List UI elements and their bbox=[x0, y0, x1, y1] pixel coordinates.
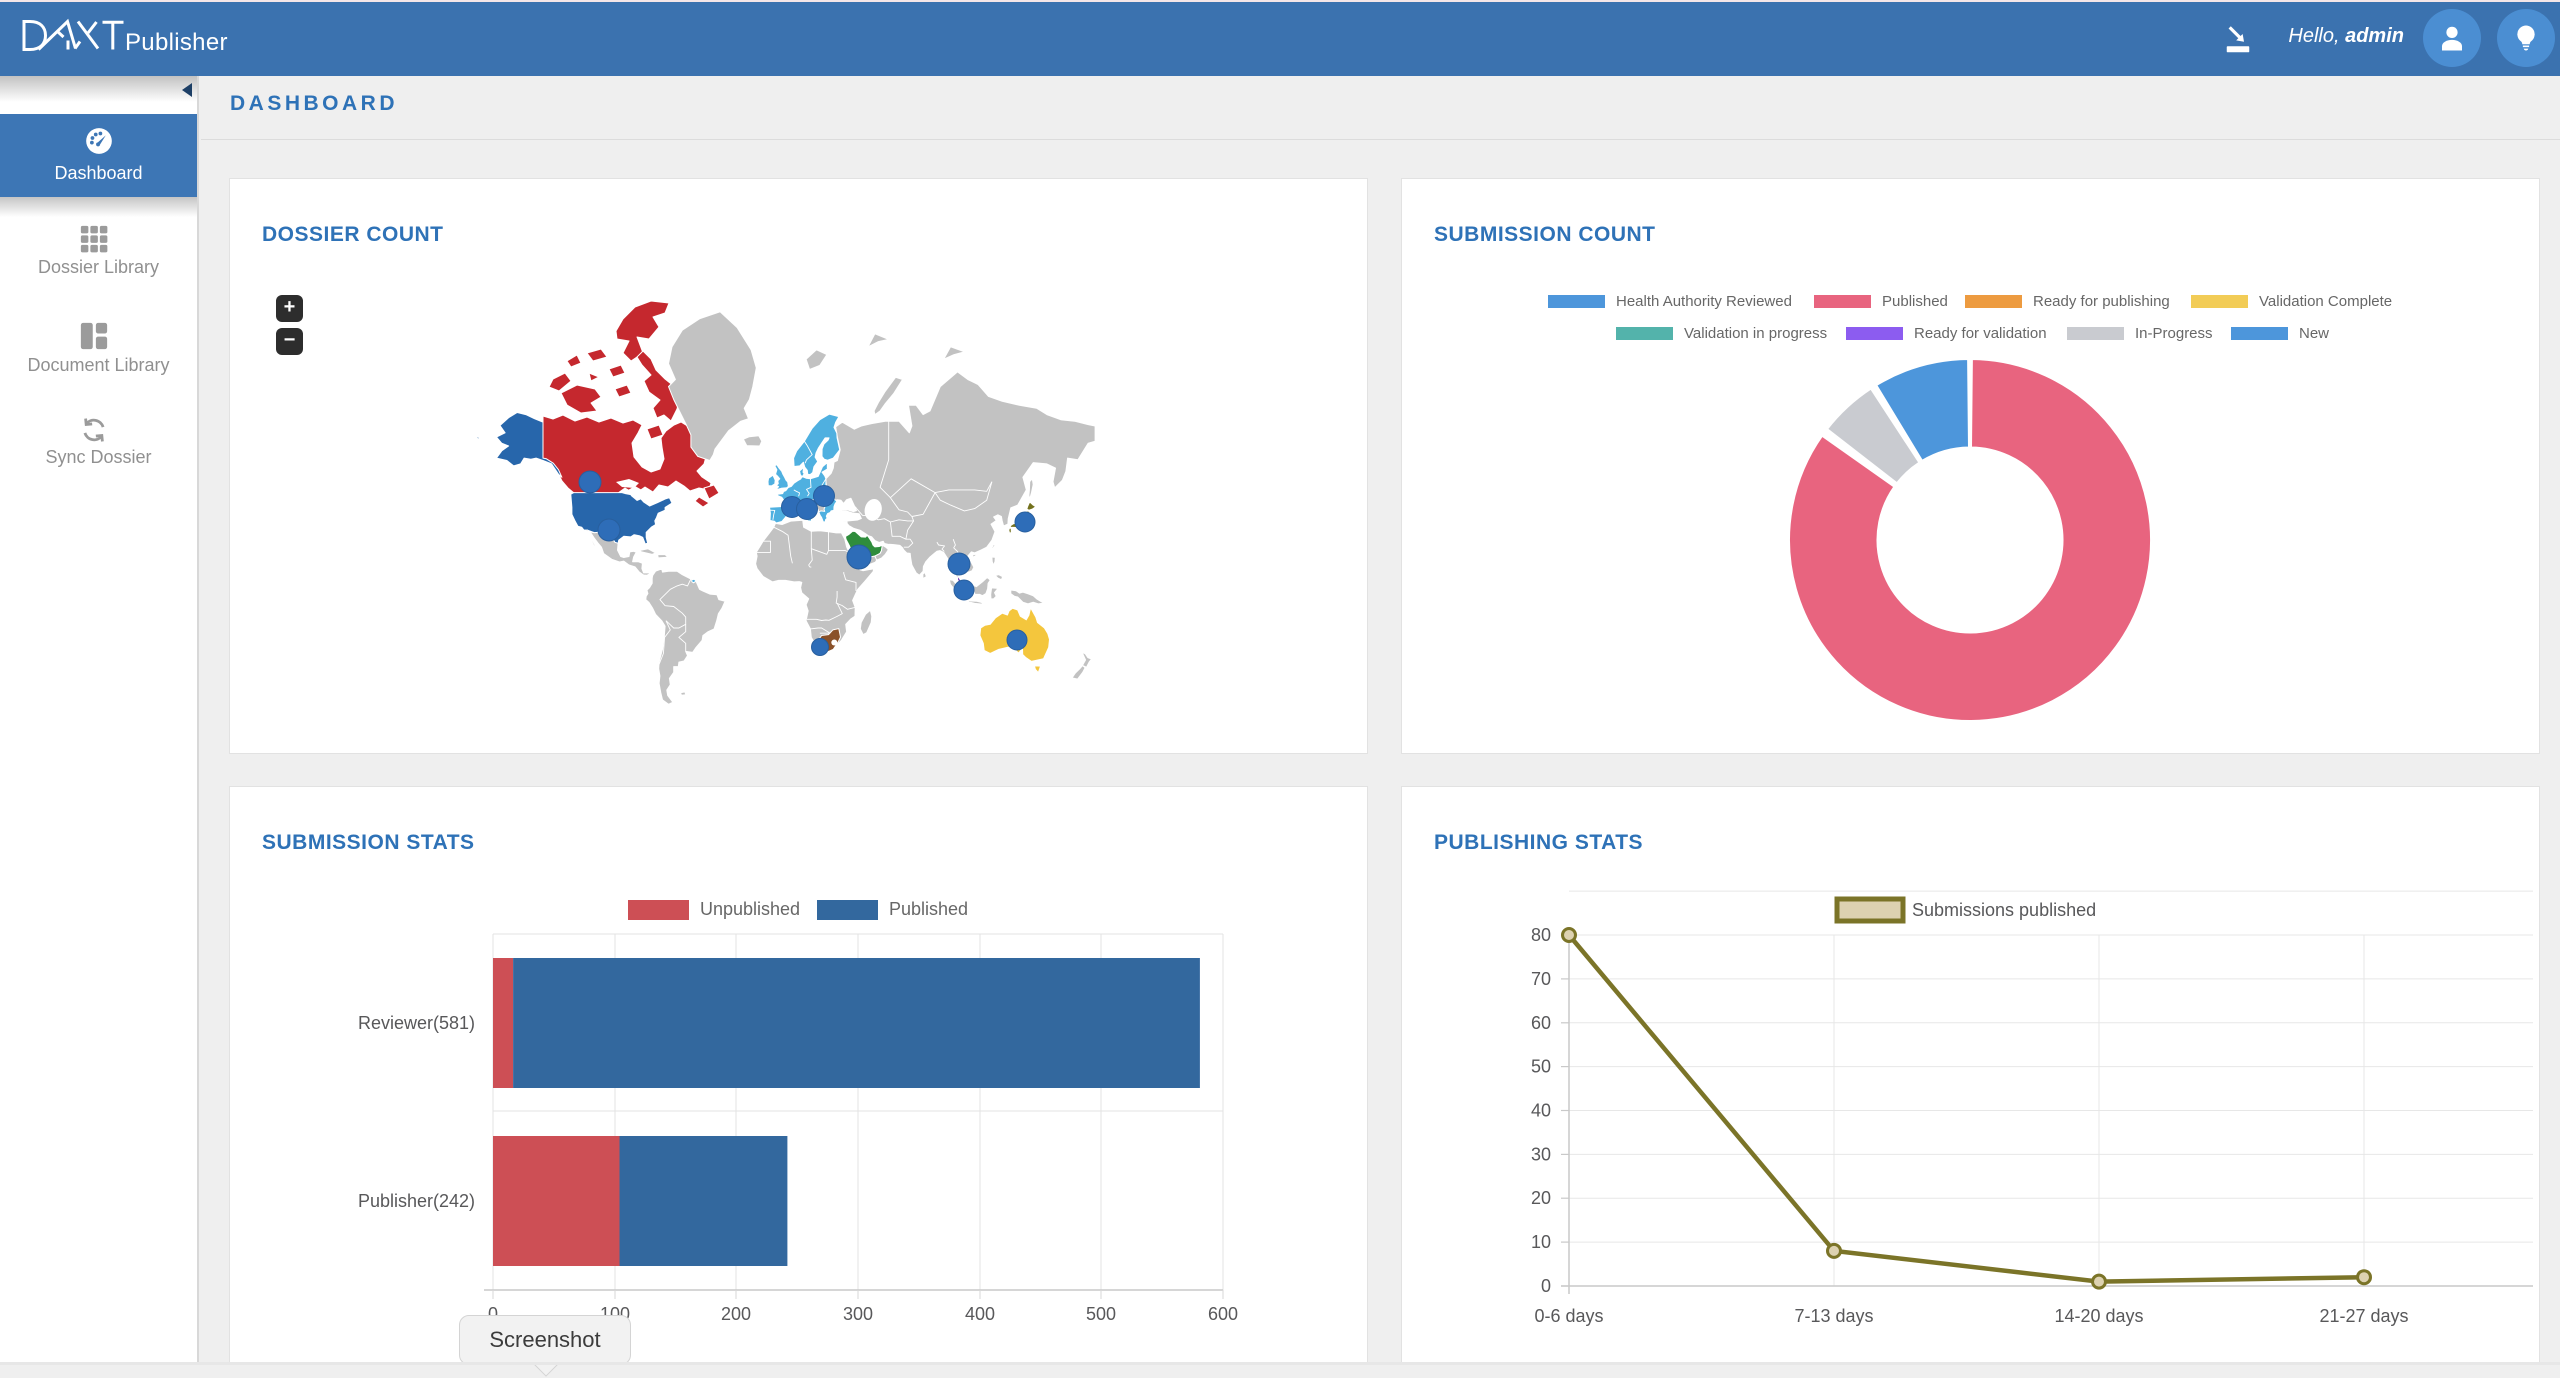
svg-text:50: 50 bbox=[1531, 1057, 1551, 1077]
svg-text:300: 300 bbox=[843, 1304, 873, 1324]
svg-text:20: 20 bbox=[1531, 1188, 1551, 1208]
svg-text:7-13 days: 7-13 days bbox=[1794, 1306, 1873, 1326]
svg-text:Reviewer(581): Reviewer(581) bbox=[358, 1013, 475, 1033]
svg-text:70: 70 bbox=[1531, 969, 1551, 989]
svg-text:Publisher(242): Publisher(242) bbox=[358, 1191, 475, 1211]
svg-text:14-20 days: 14-20 days bbox=[2054, 1306, 2143, 1326]
svg-text:30: 30 bbox=[1531, 1144, 1551, 1164]
svg-text:400: 400 bbox=[965, 1304, 995, 1324]
svg-text:10: 10 bbox=[1531, 1232, 1551, 1252]
svg-text:600: 600 bbox=[1208, 1304, 1238, 1324]
svg-text:Submissions published: Submissions published bbox=[1912, 900, 2096, 920]
svg-text:80: 80 bbox=[1531, 925, 1551, 945]
svg-text:0-6 days: 0-6 days bbox=[1534, 1306, 1603, 1326]
svg-text:200: 200 bbox=[721, 1304, 751, 1324]
svg-text:40: 40 bbox=[1531, 1101, 1551, 1121]
svg-text:0: 0 bbox=[488, 1304, 498, 1324]
svg-text:500: 500 bbox=[1086, 1304, 1116, 1324]
svg-text:60: 60 bbox=[1531, 1013, 1551, 1033]
svg-text:0: 0 bbox=[1541, 1276, 1551, 1296]
svg-text:Publisher: Publisher bbox=[125, 29, 228, 56]
svg-text:21-27 days: 21-27 days bbox=[2319, 1306, 2408, 1326]
